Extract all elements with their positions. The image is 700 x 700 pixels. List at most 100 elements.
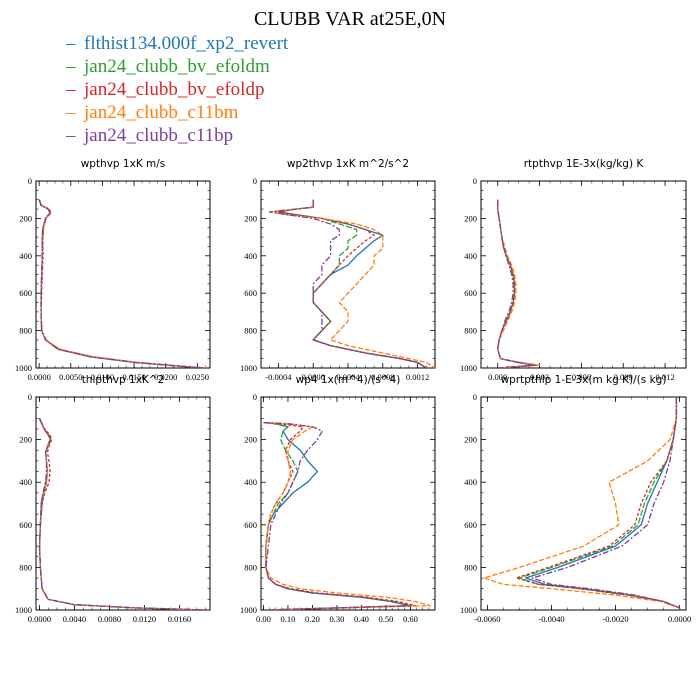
y-tick-label: 400 [19, 251, 32, 261]
y-tick-label: 200 [244, 435, 257, 445]
x-tick-label: 0.003 [530, 372, 549, 382]
y-tick-label: 200 [464, 435, 477, 445]
y-tick-label: 1000 [460, 605, 477, 615]
x-tick-label: 0.0012 [406, 372, 429, 382]
series-line-1 [38, 418, 206, 610]
series-line-5 [497, 199, 535, 368]
panel-title: wpthvp 1xK m/s [81, 158, 166, 170]
series-line-2 [518, 397, 681, 610]
x-tick-label: 0.012 [656, 372, 675, 382]
x-tick-label: 0.0120 [133, 614, 156, 624]
series-line-3 [497, 199, 537, 368]
legend-label-1: flthist134.000f_xp2_revert [84, 33, 289, 54]
x-tick-label: 0.0160 [168, 614, 191, 624]
series-line-3 [515, 397, 681, 610]
y-tick-label: 0 [473, 392, 477, 402]
legend-label-3: jan24_clubb_bv_efoldp [84, 79, 265, 100]
series-line-5 [531, 397, 681, 610]
series-line-1 [525, 397, 681, 610]
series-line-3 [277, 199, 427, 368]
y-tick-label: 800 [464, 562, 477, 572]
x-tick-label: -0.0040 [538, 614, 564, 624]
legend-swatch-1: – [66, 33, 76, 54]
y-tick-label: 1000 [460, 363, 477, 373]
plot-frame [35, 396, 211, 611]
y-tick-label: 1000 [15, 605, 32, 615]
y-tick-label: 0 [28, 392, 32, 402]
panel-title: thlpthvp 1xK^2 [82, 374, 165, 386]
y-tick-label: 600 [244, 520, 257, 530]
legend-item-2: – jan24_clubb_bv_efoldm [66, 55, 288, 78]
legend-swatch-3: – [66, 79, 76, 100]
chart-panel-6: wprtpthlp 1-E-3x(m kg K)/(s kg) 0 200 400 60… [460, 374, 691, 624]
y-tick-label: 1000 [240, 363, 257, 373]
legend-label-4: jan24_clubb_c11bm [84, 102, 239, 123]
legend: – flthist134.000f_xp2_revert – jan24_clubb… [66, 32, 288, 147]
series-line-1 [497, 199, 538, 368]
x-tick-label: 0.0050 [59, 372, 82, 382]
x-tick-label: -0.0060 [474, 614, 500, 624]
y-tick-label: 400 [464, 477, 477, 487]
chart-panel-2: wp2thvp 1xK m^2/s^2 0 200 400 600 800 1000 -0.0… [240, 158, 436, 382]
y-tick-label: 600 [464, 288, 477, 298]
x-tick-label: 0.0000 [302, 372, 325, 382]
series-line-5 [269, 199, 427, 368]
plot-frame [35, 180, 211, 369]
y-tick-label: 1000 [240, 605, 257, 615]
panel-title: wp4 1x(m^4)/(s^4) [296, 374, 401, 386]
legend-label-2: jan24_clubb_bv_efoldm [84, 56, 270, 77]
x-tick-label: 0.0040 [63, 614, 86, 624]
series-line-4 [497, 199, 541, 368]
x-tick-label: 0.10 [281, 614, 296, 624]
series-line-5 [263, 421, 412, 610]
legend-item-1: – flthist134.000f_xp2_revert [66, 32, 288, 55]
chart-panel-3: rtpthvp 1E-3x(kg/kg) K 0 200 400 600 800 1000 0… [460, 158, 687, 382]
legend-swatch-2: – [66, 56, 76, 77]
legend-label-5: jan24_clubb_c11bp [84, 125, 234, 146]
x-tick-label: 0.0200 [154, 372, 177, 382]
y-tick-label: 200 [19, 213, 32, 223]
y-tick-label: 800 [244, 562, 257, 572]
x-tick-label: 0.30 [330, 614, 345, 624]
y-tick-label: 800 [19, 326, 32, 336]
x-tick-label: 0.20 [305, 614, 320, 624]
y-tick-label: 600 [244, 288, 257, 298]
x-tick-label: 0.0100 [91, 372, 114, 382]
series-line-4 [263, 421, 431, 610]
panel-title: wp2thvp 1xK m^2/s^2 [287, 158, 409, 170]
x-tick-label: 0.006 [572, 372, 591, 382]
legend-item-3: – jan24_clubb_bv_efoldp [66, 78, 288, 101]
series-line-4 [483, 397, 681, 610]
y-tick-label: 800 [19, 562, 32, 572]
y-tick-label: 400 [19, 477, 32, 487]
series-line-3 [38, 418, 206, 610]
y-tick-label: 600 [19, 288, 32, 298]
y-tick-label: 0 [253, 392, 257, 402]
series-line-5 [38, 418, 206, 610]
series-line-5 [38, 199, 205, 368]
x-tick-label: 0.0008 [371, 372, 394, 382]
y-tick-label: 400 [244, 251, 257, 261]
figure-title: CLUBB VAR at25E,0N [253, 8, 447, 30]
series-line-3 [38, 199, 207, 368]
x-tick-label: -0.0020 [602, 614, 628, 624]
series-line-2 [38, 199, 205, 368]
plot-frame [260, 396, 436, 611]
panel-title: wprtpthlp 1-E-3x(m kg K)/(s kg) [501, 374, 667, 386]
x-tick-label: 0.50 [379, 614, 394, 624]
y-tick-label: 800 [464, 326, 477, 336]
x-tick-label: 0.0004 [336, 372, 360, 382]
y-tick-label: 0 [253, 176, 257, 186]
y-tick-label: 0 [473, 176, 477, 186]
x-tick-label: 0.40 [354, 614, 369, 624]
legend-swatch-4: – [66, 102, 76, 123]
y-tick-label: 200 [464, 213, 477, 223]
y-tick-label: 200 [19, 435, 32, 445]
y-tick-label: 200 [244, 213, 257, 223]
y-tick-label: 800 [244, 326, 257, 336]
